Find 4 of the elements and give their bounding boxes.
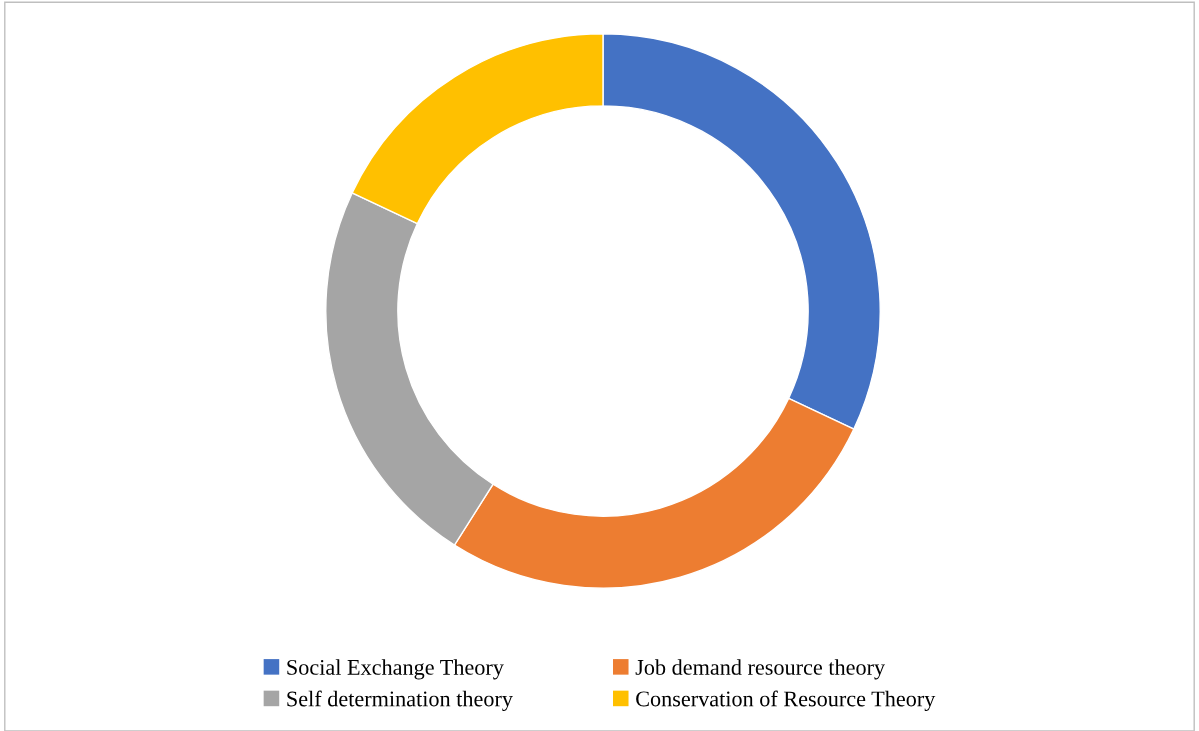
legend-label: Job demand resource theory: [635, 659, 886, 680]
legend-label: Conservation of Resource Theory: [636, 690, 936, 711]
legend-label: Social Exchange Theory: [287, 659, 504, 680]
legend-label: Self determination theory: [287, 690, 513, 711]
